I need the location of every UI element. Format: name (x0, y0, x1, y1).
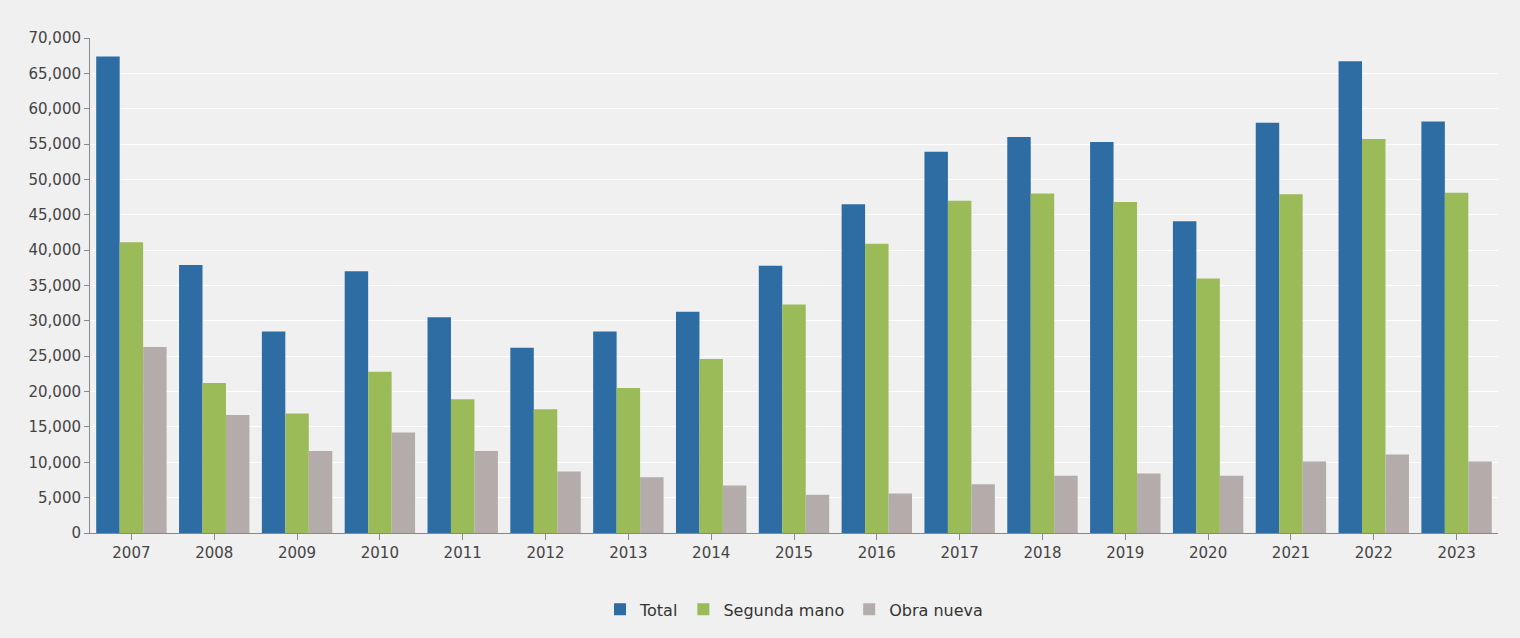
svg-text:Total: Total (639, 601, 677, 620)
svg-text:2012: 2012 (526, 544, 564, 562)
svg-text:70,000: 70,000 (29, 29, 82, 47)
svg-text:2020: 2020 (1189, 544, 1227, 562)
svg-text:40,000: 40,000 (29, 241, 82, 259)
svg-text:2008: 2008 (195, 544, 233, 562)
svg-text:2010: 2010 (361, 544, 399, 562)
svg-text:2022: 2022 (1355, 544, 1393, 562)
svg-text:60,000: 60,000 (29, 100, 82, 118)
svg-text:2019: 2019 (1106, 544, 1144, 562)
svg-text:50,000: 50,000 (29, 171, 82, 189)
svg-text:25,000: 25,000 (29, 347, 82, 365)
svg-text:2013: 2013 (609, 544, 647, 562)
svg-text:Segunda mano: Segunda mano (723, 601, 844, 620)
svg-text:2016: 2016 (858, 544, 896, 562)
svg-text:2021: 2021 (1272, 544, 1310, 562)
svg-text:55,000: 55,000 (29, 135, 82, 153)
svg-text:2009: 2009 (278, 544, 316, 562)
svg-text:10,000: 10,000 (29, 454, 82, 472)
svg-text:35,000: 35,000 (29, 277, 82, 295)
svg-text:30,000: 30,000 (29, 312, 82, 330)
svg-text:2017: 2017 (941, 544, 979, 562)
svg-text:0: 0 (71, 524, 81, 542)
svg-text:20,000: 20,000 (29, 383, 82, 401)
svg-text:15,000: 15,000 (29, 418, 82, 436)
svg-text:2014: 2014 (692, 544, 730, 562)
svg-text:45,000: 45,000 (29, 206, 82, 224)
svg-text:2018: 2018 (1023, 544, 1061, 562)
svg-text:2007: 2007 (112, 544, 150, 562)
svg-text:2011: 2011 (444, 544, 482, 562)
svg-text:2023: 2023 (1437, 544, 1475, 562)
svg-text:Obra nueva: Obra nueva (889, 601, 983, 620)
svg-text:2015: 2015 (775, 544, 813, 562)
svg-text:65,000: 65,000 (29, 65, 82, 83)
svg-text:5,000: 5,000 (38, 489, 81, 507)
